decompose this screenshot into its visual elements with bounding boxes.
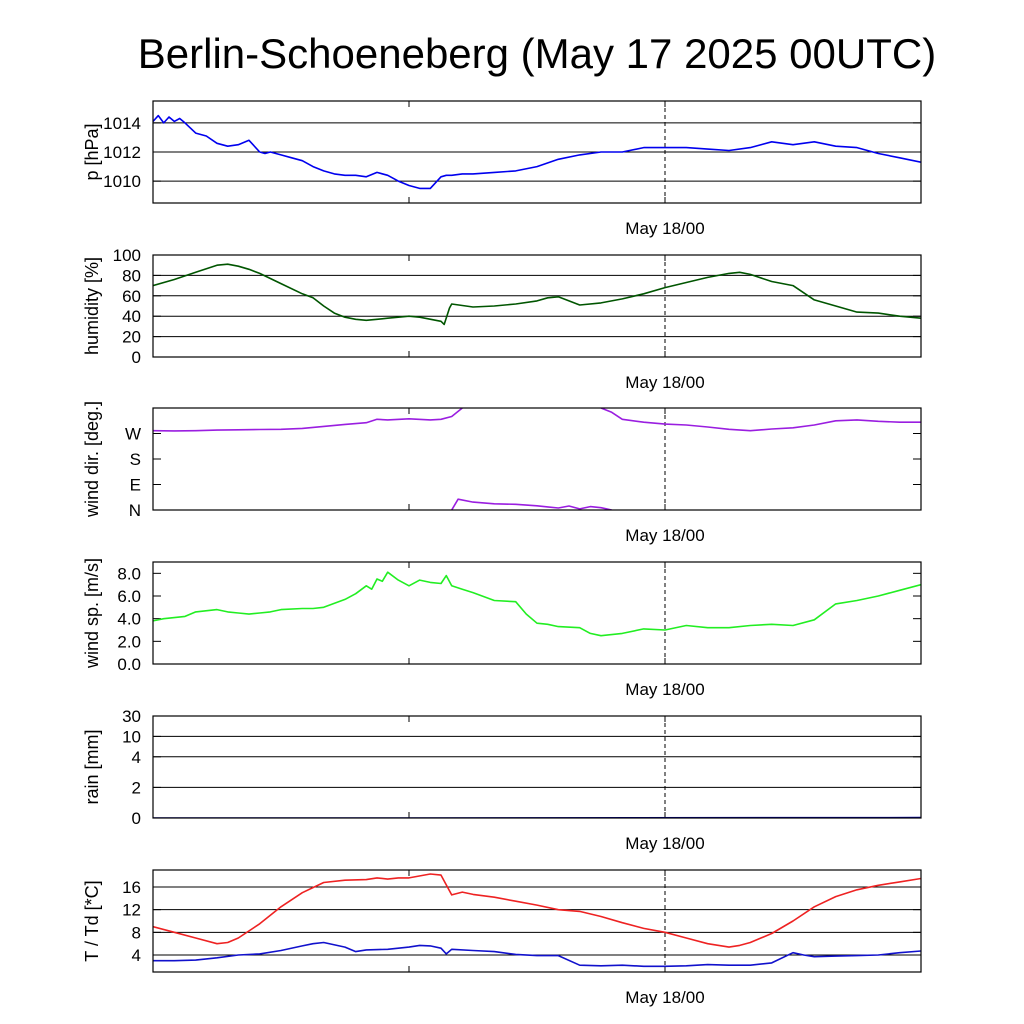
- y-tick-label-wind_dir-0: N: [129, 501, 141, 520]
- y-tick-label-wind_speed-4: 8.0: [117, 564, 141, 583]
- y-tick-label-humidity-1: 20: [122, 328, 141, 347]
- y-tick-label-humidity-3: 60: [122, 287, 141, 306]
- y-tick-label-rain-4: 30: [122, 707, 141, 726]
- y-tick-label-wind_speed-1: 2.0: [117, 632, 141, 651]
- y-tick-label-temperature-1: 8: [132, 923, 141, 942]
- y-tick-label-humidity-2: 40: [122, 307, 141, 326]
- y-tick-label-rain-1: 2: [132, 778, 141, 797]
- y-tick-label-wind_speed-2: 4.0: [117, 610, 141, 629]
- series-temperature-0: [153, 873, 921, 948]
- x-axis-label-wind_dir: May 18/00: [625, 526, 704, 545]
- y-tick-label-wind_dir-3: W: [125, 425, 141, 444]
- series-wind_dir-1: [451, 498, 612, 510]
- frame-wind_dir: [152, 407, 922, 511]
- x-axis-label-temperature: May 18/00: [625, 988, 704, 1007]
- series-wind_speed-0: [153, 571, 921, 637]
- y-tick-label-temperature-0: 4: [132, 946, 141, 965]
- x-axis-label-humidity: May 18/00: [625, 373, 704, 392]
- y-axis-label-temperature: T / Td [*C]: [82, 880, 102, 961]
- x-axis-label-wind_speed: May 18/00: [625, 680, 704, 699]
- panel-temperature: 4 8 12 16 T / Td [*C] May 18/00: [82, 869, 922, 1007]
- y-tick-label-pressure-2: 1014: [103, 114, 141, 133]
- y-axis-label-wind_dir: wind dir. [deg.]: [82, 401, 102, 518]
- frame-temperature: [152, 869, 922, 973]
- y-tick-label-rain-2: 4: [132, 748, 141, 767]
- y-tick-label-wind_speed-3: 6.0: [117, 587, 141, 606]
- panel-wind_speed: 0.0 2.0 4.0 6.0 8.0 wind sp. [m/s] May 18/00: [82, 558, 922, 699]
- series-humidity-0: [153, 263, 921, 326]
- y-tick-label-wind_dir-1: E: [130, 476, 141, 495]
- series-wind_dir-0: [153, 408, 463, 432]
- y-tick-label-rain-0: 0: [132, 809, 141, 828]
- series-temperature-1: [153, 941, 921, 968]
- y-tick-label-wind_dir-2: S: [130, 450, 141, 469]
- frame-humidity: [152, 254, 922, 358]
- y-axis-label-wind_speed: wind sp. [m/s]: [82, 558, 102, 669]
- y-axis-label-pressure: p [hPa]: [82, 123, 102, 180]
- y-tick-label-humidity-4: 80: [122, 266, 141, 285]
- y-tick-label-humidity-5: 100: [113, 246, 141, 265]
- y-tick-label-wind_speed-0: 0.0: [117, 655, 141, 674]
- y-tick-label-pressure-1: 1012: [103, 143, 141, 162]
- frame-rain: [152, 715, 922, 819]
- chart-title: Berlin-Schoeneberg (May 17 2025 00UTC): [138, 30, 936, 77]
- series-pressure-0: [153, 114, 921, 190]
- y-tick-label-pressure-0: 1010: [103, 172, 141, 191]
- y-tick-label-temperature-2: 12: [122, 901, 141, 920]
- x-axis-label-pressure: May 18/00: [625, 219, 704, 238]
- y-tick-label-rain-3: 10: [122, 727, 141, 746]
- y-axis-label-humidity: humidity [%]: [82, 257, 102, 355]
- y-tick-label-temperature-3: 16: [122, 878, 141, 897]
- y-axis-label-rain: rain [mm]: [82, 729, 102, 804]
- y-tick-label-humidity-0: 0: [132, 348, 141, 367]
- frame-pressure: [152, 100, 922, 204]
- x-axis-label-rain: May 18/00: [625, 834, 704, 853]
- frame-wind_speed: [152, 561, 922, 665]
- series-wind_dir-2: [600, 408, 921, 432]
